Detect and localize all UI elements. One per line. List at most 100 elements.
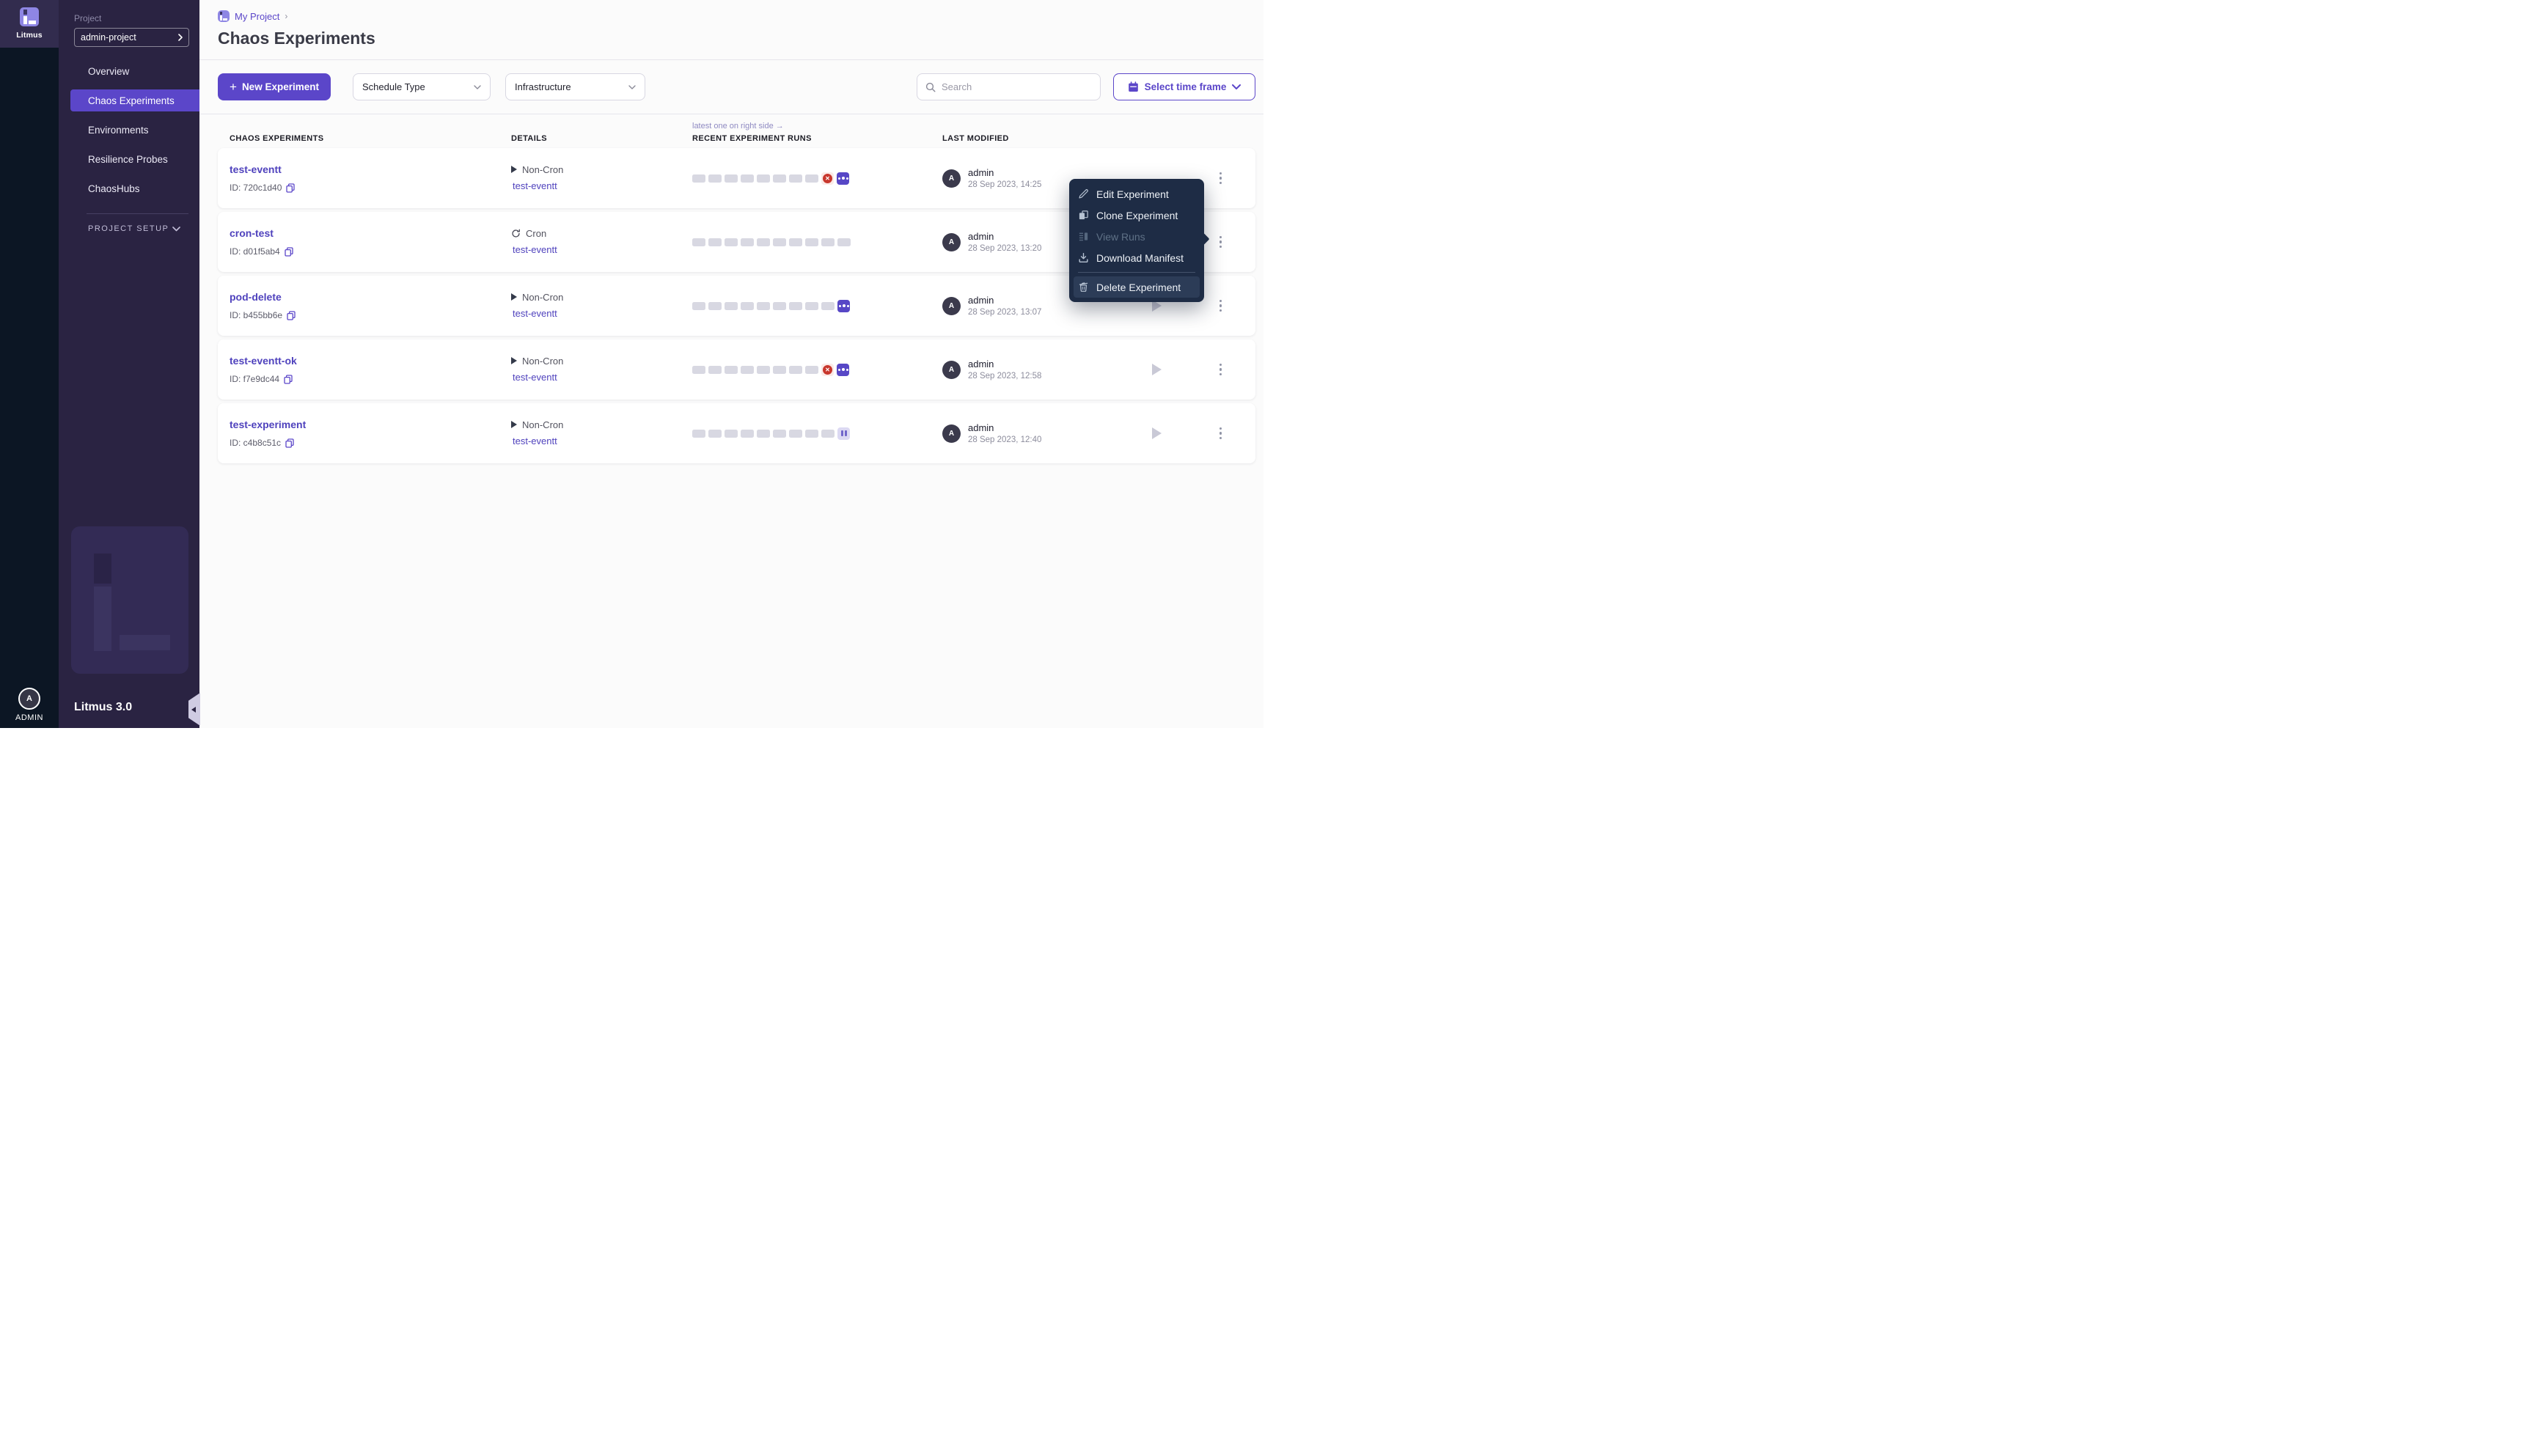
experiment-row[interactable]: pod-delete ID: b455bb6e Non-Cron test-ev… bbox=[218, 276, 1255, 336]
user-avatar[interactable]: A bbox=[18, 688, 40, 710]
sidebar-item-environments[interactable]: Environments bbox=[88, 124, 149, 136]
run-empty-cell[interactable] bbox=[773, 301, 786, 310]
project-select[interactable]: admin-project bbox=[74, 28, 189, 47]
sidebar-item-chaoshubs[interactable]: ChaosHubs bbox=[88, 183, 140, 194]
run-empty-cell[interactable] bbox=[692, 174, 705, 183]
row-menu-button[interactable] bbox=[1217, 297, 1225, 315]
run-empty-cell[interactable] bbox=[837, 238, 851, 246]
menu-item-delete-experiment[interactable]: Delete Experiment bbox=[1074, 276, 1200, 298]
experiment-name-link[interactable]: test-eventt-ok bbox=[230, 355, 297, 367]
current-user[interactable]: A ADMIN bbox=[0, 688, 59, 722]
run-empty-cell[interactable] bbox=[692, 238, 705, 246]
run-running-icon[interactable] bbox=[837, 172, 849, 185]
run-empty-cell[interactable] bbox=[789, 238, 802, 246]
experiment-row[interactable]: test-experiment ID: c4b8c51c Non-Cron te… bbox=[218, 403, 1255, 463]
run-empty-cell[interactable] bbox=[708, 301, 722, 310]
run-paused-icon[interactable] bbox=[837, 427, 850, 440]
run-empty-cell[interactable] bbox=[805, 301, 818, 310]
breadcrumb: My Project › bbox=[218, 10, 1264, 22]
run-empty-cell[interactable] bbox=[773, 365, 786, 374]
experiment-row[interactable]: test-eventt-ok ID: f7e9dc44 Non-Cron tes… bbox=[218, 339, 1255, 400]
row-menu-button[interactable] bbox=[1217, 169, 1225, 188]
copy-id-icon[interactable] bbox=[285, 438, 294, 448]
infrastructure-link[interactable]: test-eventt bbox=[513, 243, 557, 255]
run-empty-cell[interactable] bbox=[789, 174, 802, 183]
sidebar-item-resilience-probes[interactable]: Resilience Probes bbox=[88, 153, 168, 165]
run-empty-cell[interactable] bbox=[708, 365, 722, 374]
run-experiment-button[interactable] bbox=[1151, 364, 1162, 375]
run-empty-cell[interactable] bbox=[821, 429, 835, 438]
run-empty-cell[interactable] bbox=[692, 301, 705, 310]
copy-id-icon[interactable] bbox=[286, 183, 296, 193]
run-empty-cell[interactable] bbox=[757, 238, 770, 246]
new-experiment-button[interactable]: + New Experiment bbox=[218, 73, 331, 100]
run-empty-cell[interactable] bbox=[805, 174, 818, 183]
menu-item-download-manifest[interactable]: Download Manifest bbox=[1069, 247, 1204, 268]
run-empty-cell[interactable] bbox=[805, 365, 818, 374]
infrastructure-dropdown[interactable]: Infrastructure bbox=[505, 73, 645, 100]
run-empty-cell[interactable] bbox=[741, 174, 754, 183]
run-running-icon[interactable] bbox=[837, 299, 850, 312]
run-empty-cell[interactable] bbox=[805, 238, 818, 246]
run-empty-cell[interactable] bbox=[741, 429, 754, 438]
run-empty-cell[interactable] bbox=[773, 238, 786, 246]
run-empty-cell[interactable] bbox=[725, 365, 738, 374]
run-running-icon[interactable] bbox=[837, 363, 849, 376]
infrastructure-link[interactable]: test-eventt bbox=[513, 371, 557, 383]
run-empty-cell[interactable] bbox=[741, 301, 754, 310]
search-input[interactable] bbox=[942, 81, 1092, 92]
menu-item-edit-experiment[interactable]: Edit Experiment bbox=[1069, 183, 1204, 205]
run-empty-cell[interactable] bbox=[725, 174, 738, 183]
sidebar-item-overview[interactable]: Overview bbox=[88, 65, 130, 77]
run-failed-icon[interactable]: ✕ bbox=[821, 363, 834, 376]
run-empty-cell[interactable] bbox=[725, 429, 738, 438]
context-menu-divider bbox=[1078, 272, 1195, 273]
row-menu-button[interactable] bbox=[1217, 361, 1225, 379]
run-empty-cell[interactable] bbox=[692, 365, 705, 374]
run-empty-cell[interactable] bbox=[773, 429, 786, 438]
run-failed-icon[interactable]: ✕ bbox=[821, 172, 834, 185]
experiment-name-cell: test-eventt-ok ID: f7e9dc44 bbox=[218, 355, 499, 384]
run-empty-cell[interactable] bbox=[725, 238, 738, 246]
run-empty-cell[interactable] bbox=[757, 301, 770, 310]
experiment-name-link[interactable]: test-experiment bbox=[230, 419, 307, 430]
run-empty-cell[interactable] bbox=[692, 429, 705, 438]
run-empty-cell[interactable] bbox=[789, 429, 802, 438]
run-empty-cell[interactable] bbox=[821, 238, 835, 246]
schedule-type-dropdown[interactable]: Schedule Type bbox=[352, 73, 491, 100]
run-empty-cell[interactable] bbox=[725, 301, 738, 310]
run-empty-cell[interactable] bbox=[708, 174, 722, 183]
run-empty-cell[interactable] bbox=[708, 238, 722, 246]
sidebar-item-chaos-experiments[interactable]: Chaos Experiments bbox=[70, 89, 199, 111]
row-menu-button[interactable] bbox=[1217, 424, 1225, 443]
run-empty-cell[interactable] bbox=[757, 174, 770, 183]
row-menu-button[interactable] bbox=[1217, 233, 1225, 251]
project-setup-section[interactable]: PROJECT SETUP bbox=[59, 224, 199, 233]
run-empty-cell[interactable] bbox=[757, 365, 770, 374]
run-empty-cell[interactable] bbox=[773, 174, 786, 183]
run-empty-cell[interactable] bbox=[789, 365, 802, 374]
run-empty-cell[interactable] bbox=[757, 429, 770, 438]
infrastructure-link[interactable]: test-eventt bbox=[513, 180, 557, 191]
copy-id-icon[interactable] bbox=[287, 310, 296, 320]
run-empty-cell[interactable] bbox=[789, 301, 802, 310]
experiment-name-link[interactable]: cron-test bbox=[230, 227, 274, 239]
copy-id-icon[interactable] bbox=[285, 246, 293, 257]
menu-item-clone-experiment[interactable]: Clone Experiment bbox=[1069, 205, 1204, 226]
run-empty-cell[interactable] bbox=[805, 429, 818, 438]
infrastructure-link[interactable]: test-eventt bbox=[513, 307, 557, 319]
infrastructure-link[interactable]: test-eventt bbox=[513, 435, 557, 446]
experiment-name-link[interactable]: test-eventt bbox=[230, 163, 282, 175]
breadcrumb-my-project[interactable]: My Project bbox=[235, 10, 280, 22]
select-time-frame-button[interactable]: Select time frame bbox=[1113, 73, 1255, 100]
run-empty-cell[interactable] bbox=[741, 365, 754, 374]
sidebar-collapse-handle[interactable] bbox=[188, 693, 200, 726]
run-experiment-button[interactable] bbox=[1151, 427, 1162, 439]
litmus-logo-icon[interactable] bbox=[20, 7, 39, 26]
run-empty-cell[interactable] bbox=[821, 301, 835, 310]
run-experiment-button[interactable] bbox=[1151, 300, 1162, 312]
run-empty-cell[interactable] bbox=[708, 429, 722, 438]
run-empty-cell[interactable] bbox=[741, 238, 754, 246]
copy-id-icon[interactable] bbox=[284, 374, 293, 384]
experiment-name-link[interactable]: pod-delete bbox=[230, 291, 282, 303]
